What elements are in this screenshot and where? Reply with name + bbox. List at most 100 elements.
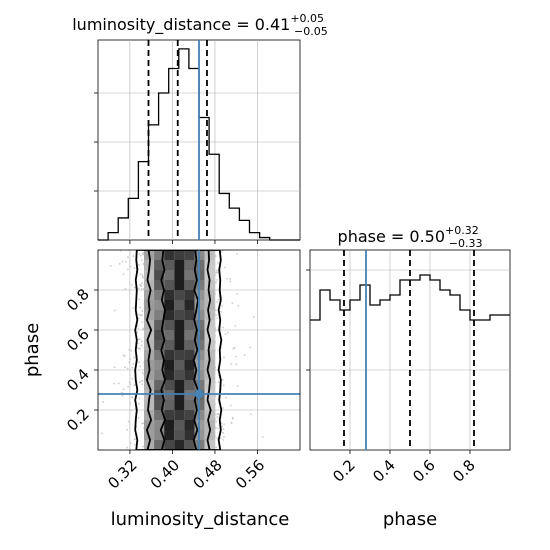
joint-xtick-label-1: 0.40 bbox=[147, 456, 183, 492]
phase-hist-yticks bbox=[306, 269, 310, 371]
joint-density-cell bbox=[164, 430, 175, 440]
joint-point bbox=[216, 427, 219, 430]
joint-density-cell bbox=[154, 250, 165, 260]
joint-density-cell bbox=[204, 390, 215, 400]
joint-density-cell bbox=[174, 250, 185, 260]
joint-point bbox=[113, 366, 116, 369]
joint-density-cell bbox=[184, 280, 195, 290]
joint-point bbox=[138, 287, 140, 290]
joint-point bbox=[93, 282, 95, 284]
ld-quantile-lines bbox=[147, 40, 208, 240]
joint-density-cell bbox=[184, 440, 195, 450]
joint-density-cell bbox=[164, 310, 175, 320]
joint-density-cell bbox=[204, 320, 215, 330]
joint-point bbox=[221, 304, 224, 307]
joint-point bbox=[214, 395, 217, 397]
joint-density-cell bbox=[164, 440, 175, 450]
joint-density-cell bbox=[154, 310, 165, 320]
joint-density-cell bbox=[164, 420, 175, 430]
phase-xtick-label-3: 0.8 bbox=[449, 456, 479, 486]
joint-point bbox=[133, 356, 135, 359]
joint-point bbox=[215, 309, 217, 311]
joint-point bbox=[101, 432, 103, 435]
phase-title: phase = 0.50+0.32 −0.33 bbox=[338, 224, 483, 250]
joint-density-cell bbox=[184, 300, 195, 310]
joint-point bbox=[141, 310, 144, 312]
joint-density-cell bbox=[154, 380, 165, 390]
joint-point bbox=[231, 302, 234, 305]
joint-point bbox=[232, 347, 235, 350]
joint-point bbox=[129, 383, 132, 386]
joint-point bbox=[141, 380, 144, 382]
joint-density-cell bbox=[164, 280, 175, 290]
joint-point bbox=[222, 438, 225, 441]
joint-density-panel: 0.32 0.40 0.48 0.56 0.2 0.4 0.6 0.8 luminosity… bbox=[22, 249, 301, 530]
ld-title-plus: +0.05 bbox=[290, 12, 324, 25]
joint-point bbox=[131, 377, 133, 380]
joint-density-cell bbox=[184, 430, 195, 440]
ld-title-median: 0.41 bbox=[255, 15, 291, 34]
joint-point bbox=[217, 413, 220, 416]
joint-point bbox=[129, 442, 132, 445]
joint-point bbox=[216, 437, 218, 440]
joint-point bbox=[252, 316, 255, 318]
joint-density-cell bbox=[164, 400, 175, 410]
joint-density-cell bbox=[164, 350, 175, 360]
joint-point bbox=[224, 266, 226, 269]
joint-point bbox=[136, 325, 139, 327]
phase-title-plus: +0.32 bbox=[445, 224, 479, 237]
phase-xtick-label-2: 0.6 bbox=[409, 456, 439, 486]
joint-point bbox=[132, 255, 135, 257]
joint-density-cell bbox=[184, 390, 195, 400]
joint-point bbox=[140, 254, 142, 257]
joint-density-cell bbox=[174, 360, 185, 370]
joint-density-cell bbox=[174, 350, 185, 360]
joint-point bbox=[127, 420, 130, 423]
joint-point bbox=[236, 385, 239, 387]
joint-point bbox=[121, 394, 124, 397]
joint-density-cell bbox=[164, 340, 175, 350]
joint-point bbox=[141, 274, 144, 277]
joint-point bbox=[113, 382, 116, 385]
ld-hist-step-line bbox=[98, 48, 300, 241]
joint-point bbox=[224, 333, 227, 336]
joint-density-cell bbox=[164, 260, 175, 270]
joint-point bbox=[129, 265, 132, 268]
joint-point bbox=[131, 284, 133, 286]
joint-point bbox=[128, 361, 131, 364]
joint-density-cell bbox=[174, 320, 185, 330]
joint-point bbox=[117, 382, 120, 385]
joint-density-cell bbox=[204, 260, 215, 270]
joint-point bbox=[140, 344, 143, 347]
joint-point bbox=[230, 363, 232, 366]
joint-point bbox=[138, 298, 141, 301]
joint-point bbox=[126, 268, 129, 271]
joint-point bbox=[121, 260, 124, 263]
joint-density-cell bbox=[184, 360, 195, 370]
joint-point bbox=[130, 409, 133, 412]
joint-point bbox=[229, 278, 231, 280]
phase-title-param: phase bbox=[338, 227, 386, 246]
joint-point bbox=[123, 355, 126, 357]
joint-density-cell bbox=[154, 350, 165, 360]
ld-title-eq: = bbox=[231, 15, 255, 34]
joint-point bbox=[140, 380, 142, 382]
joint-density-cell bbox=[174, 400, 185, 410]
joint-density-cell bbox=[174, 340, 185, 350]
joint-point bbox=[232, 418, 234, 420]
joint-density-cell bbox=[164, 290, 175, 300]
joint-point bbox=[215, 420, 218, 423]
joint-point bbox=[234, 324, 237, 327]
joint-point bbox=[235, 363, 238, 366]
joint-frame bbox=[97, 249, 301, 451]
joint-point bbox=[132, 306, 135, 309]
joint-point bbox=[231, 416, 234, 419]
joint-density-cell bbox=[154, 280, 165, 290]
joint-density-cell bbox=[184, 420, 195, 430]
joint-density-cell bbox=[174, 280, 185, 290]
joint-point bbox=[133, 384, 136, 387]
joint-point bbox=[133, 443, 136, 446]
joint-density-cell bbox=[184, 350, 195, 360]
joint-point bbox=[214, 327, 217, 330]
